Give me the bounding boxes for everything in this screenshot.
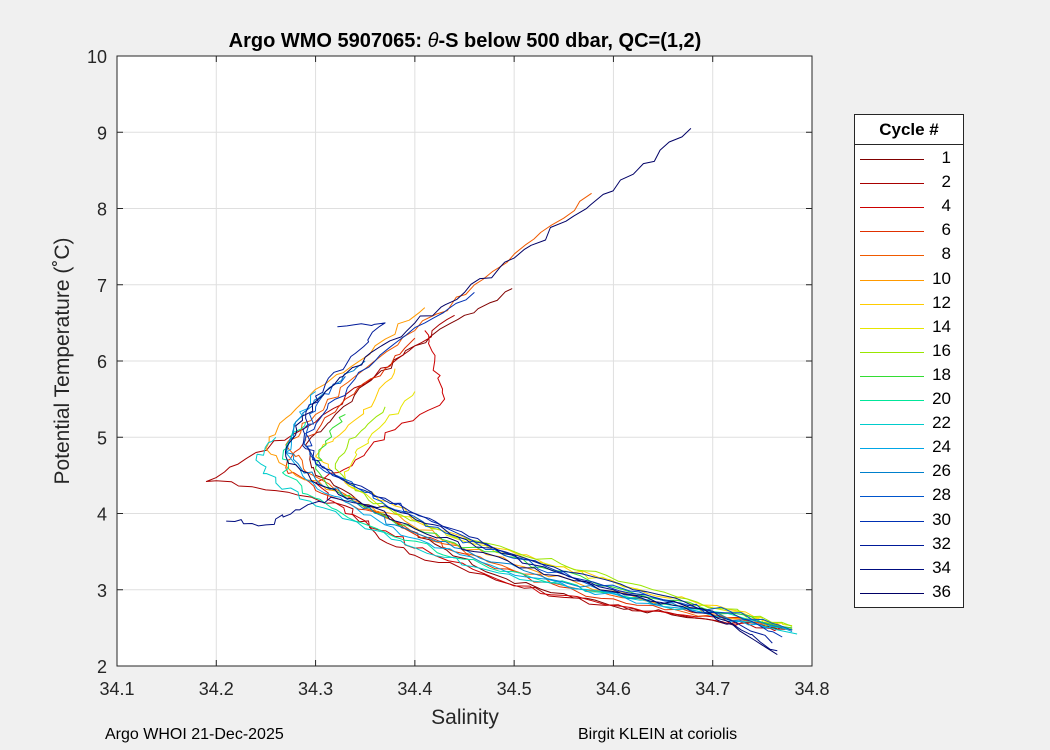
chart-title: Argo WMO 5907065: θ-S below 500 dbar, QC… [229, 30, 702, 52]
legend-item-cycle-18: 18 [855, 364, 963, 388]
y-tick-label: 7 [97, 276, 107, 296]
y-tick-label: 6 [97, 352, 107, 372]
legend: Cycle # 1 2 4 6 8 10 12 14 16 18 20 22 24 26 28 30 32 34 3… [854, 114, 964, 608]
series-line-cycle-2 [205, 314, 793, 631]
legend-swatch [860, 159, 924, 160]
x-axis-label: Salinity [431, 706, 499, 729]
legend-item-cycle-26: 26 [855, 460, 963, 484]
legend-label: 4 [941, 196, 951, 216]
x-tick-label: 34.1 [99, 679, 134, 699]
legend-swatch [860, 568, 924, 570]
series-line-cycle-30 [305, 292, 783, 638]
legend-swatch [860, 327, 924, 329]
legend-label: 36 [932, 581, 951, 601]
legend-swatch [860, 183, 924, 185]
legend-label: 10 [932, 268, 951, 288]
x-tick-label: 34.2 [199, 679, 234, 699]
series-line-cycle-32 [302, 322, 773, 644]
legend-swatch [860, 424, 924, 426]
legend-label: 20 [932, 389, 951, 408]
legend-item-cycle-8: 8 [855, 243, 963, 267]
x-tick-label: 34.5 [497, 679, 532, 699]
legend-label: 26 [932, 461, 951, 481]
series-line-cycle-26 [285, 360, 783, 629]
legend-item-cycle-6: 6 [855, 219, 963, 243]
legend-item-cycle-16: 16 [855, 340, 963, 364]
legend-swatch [860, 351, 924, 353]
legend-item-cycle-34: 34 [855, 557, 963, 581]
legend-label: 28 [932, 485, 951, 505]
y-tick-label: 8 [97, 200, 107, 220]
footer-right: Birgit KLEIN at coriolis [578, 726, 738, 743]
legend-item-cycle-2: 2 [855, 171, 963, 195]
x-tick-label: 34.7 [695, 679, 730, 699]
legend-item-cycle-30: 30 [855, 509, 963, 533]
legend-swatch [860, 520, 924, 522]
legend-swatch [860, 375, 924, 377]
legend-label: 30 [932, 509, 951, 529]
y-tick-label: 10 [87, 47, 107, 67]
legend-item-cycle-14: 14 [855, 316, 963, 340]
x-tick-label: 34.4 [397, 679, 432, 699]
legend-item-cycle-4: 4 [855, 195, 963, 219]
legend-label: 34 [932, 557, 951, 577]
legend-label: 22 [932, 413, 951, 433]
y-tick-label: 9 [97, 123, 107, 143]
legend-swatch [860, 400, 924, 401]
series-line-cycle-24 [285, 391, 793, 633]
legend-item-cycle-1: 1 [855, 147, 963, 171]
series-line-cycle-36 [285, 128, 778, 656]
footer-left: Argo WHOI 21-Dec-2025 [105, 726, 284, 743]
legend-swatch [860, 448, 924, 450]
series-line-cycle-6 [285, 337, 783, 629]
legend-label: 24 [932, 437, 951, 457]
y-axis-ticks: 2 3 4 5 6 7 8 9 10 [87, 47, 812, 677]
series-line-cycle-18 [315, 413, 793, 629]
series-line-cycle-28 [303, 376, 793, 631]
legend-item-cycle-24: 24 [855, 436, 963, 460]
y-tick-label: 2 [97, 657, 107, 677]
legend-label: 2 [941, 172, 951, 192]
legend-label: 1 [941, 148, 951, 167]
x-tick-label: 34.6 [596, 679, 631, 699]
series-group [205, 128, 798, 656]
x-tick-label: 34.8 [794, 679, 829, 699]
series-line-cycle-4 [315, 330, 793, 632]
legend-label: 14 [932, 316, 951, 336]
legend-title: Cycle # [855, 115, 963, 145]
y-tick-label: 4 [97, 505, 107, 525]
legend-swatch [860, 231, 924, 233]
y-axis-label: Potential Temperature (˚C) [51, 237, 74, 484]
x-tick-label: 34.3 [298, 679, 333, 699]
legend-label: 8 [941, 244, 951, 264]
legend-item-cycle-32: 32 [855, 533, 963, 557]
y-tick-label: 3 [97, 581, 107, 601]
legend-item-cycle-12: 12 [855, 292, 963, 316]
legend-item-cycle-28: 28 [855, 484, 963, 508]
y-tick-label: 5 [97, 428, 107, 448]
legend-swatch [860, 592, 924, 594]
series-line-cycle-14 [343, 391, 793, 627]
legend-swatch [860, 544, 924, 546]
legend-item-cycle-10: 10 [855, 268, 963, 292]
legend-label: 32 [932, 533, 951, 553]
legend-swatch [860, 207, 924, 209]
series-line-cycle-12 [315, 368, 783, 624]
legend-swatch [860, 472, 924, 474]
x-axis-ticks: 34.1 34.2 34.3 34.4 34.5 34.6 34.7 34.8 [99, 56, 830, 699]
legend-item-cycle-20: 20 [855, 388, 963, 412]
legend-label: 6 [941, 220, 951, 240]
legend-swatch [860, 279, 924, 281]
legend-label: 16 [932, 340, 951, 360]
legend-swatch [860, 496, 924, 498]
legend-item-cycle-22: 22 [855, 412, 963, 436]
legend-label: 12 [932, 292, 951, 312]
series-line-cycle-8 [285, 192, 793, 630]
legend-item-cycle-36: 36 [855, 581, 963, 605]
legend-label: 18 [932, 364, 951, 384]
legend-swatch [860, 303, 924, 305]
legend-swatch [860, 255, 924, 257]
series-line-cycle-34 [226, 496, 778, 652]
